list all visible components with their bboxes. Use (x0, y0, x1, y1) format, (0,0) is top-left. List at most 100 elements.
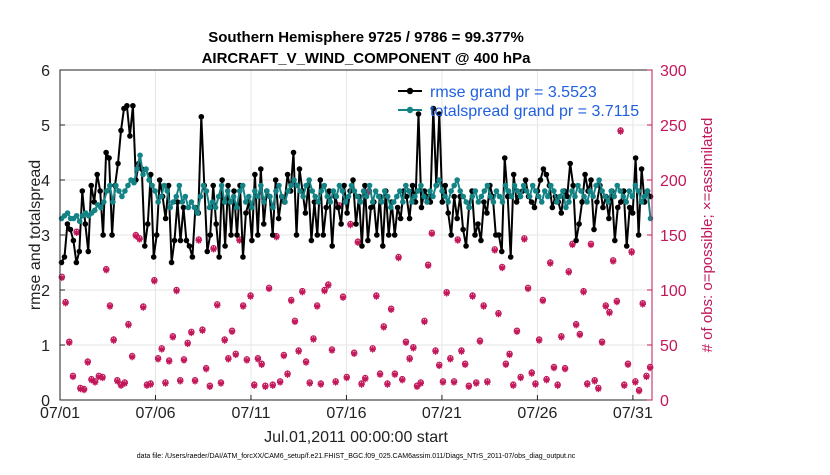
series-marker-totalspread (566, 199, 572, 205)
obs-assimilated-marker (635, 388, 643, 395)
series-marker-totalspread (64, 210, 71, 216)
obs-assimilated-marker (395, 254, 402, 262)
series-marker-rmse (498, 248, 505, 255)
series-marker-totalspread (623, 199, 630, 205)
series-marker-rmse (124, 102, 130, 109)
obs-assimilated-marker (225, 356, 232, 363)
obs-assimilated-marker (306, 380, 313, 387)
series-marker-rmse (79, 188, 86, 194)
y-tick-label: 0 (41, 393, 50, 410)
series-marker-totalspread (363, 193, 370, 200)
obs-assimilated-marker (450, 379, 458, 386)
obs-assimilated-marker (258, 361, 265, 368)
obs-assimilated-marker (280, 352, 288, 360)
series-marker-rmse (115, 160, 121, 167)
series-marker-rmse (612, 237, 618, 244)
series-marker-rmse (177, 237, 184, 244)
x-tick-label: 07/01 (40, 405, 80, 422)
obs-assimilated-marker (265, 285, 273, 293)
series-marker-totalspread (635, 188, 642, 194)
obs-assimilated-marker (291, 318, 299, 326)
obs-assimilated-marker (524, 285, 532, 293)
series-marker-totalspread (384, 193, 391, 200)
series-marker-rmse (344, 210, 350, 216)
series-marker-rmse (549, 204, 556, 211)
series-marker-rmse (442, 182, 449, 189)
series-marker-rmse (97, 188, 103, 194)
obs-assimilated-marker (591, 378, 598, 385)
series-marker-rmse (588, 177, 594, 183)
obs-assimilated-marker (602, 303, 609, 310)
series-marker-totalspread (227, 199, 234, 205)
series-marker-rmse (103, 149, 109, 156)
series-marker-totalspread (526, 193, 533, 200)
series-marker-rmse (418, 204, 425, 211)
series-marker-totalspread (170, 199, 177, 205)
series-marker-totalspread (469, 193, 476, 200)
obs-assimilated-marker (606, 309, 613, 317)
obs-assimilated-marker (569, 241, 576, 249)
series-marker-rmse (260, 221, 267, 227)
obs-assimilated-marker (465, 383, 473, 390)
obs-assimilated-marker (217, 380, 225, 387)
series-marker-totalspread (206, 204, 213, 211)
series-marker-totalspread (608, 188, 615, 194)
series-marker-rmse (67, 226, 74, 233)
series-marker-rmse (88, 182, 95, 189)
series-marker-rmse (454, 215, 460, 222)
series-marker-totalspread (300, 193, 306, 200)
series-marker-totalspread (294, 182, 300, 189)
series-marker-rmse (570, 182, 576, 189)
series-marker-totalspread (584, 199, 590, 205)
obs-assimilated-marker (302, 359, 310, 366)
y2-tick-label: 50 (660, 338, 678, 355)
obs-assimilated-marker (584, 381, 591, 388)
series-marker-rmse (397, 215, 404, 222)
series-marker-totalspread (575, 182, 581, 189)
series-marker-totalspread (436, 177, 442, 183)
series-marker-rmse (127, 133, 133, 139)
obs-assimilated-marker (325, 282, 332, 289)
series-marker-rmse (558, 210, 565, 216)
series-marker-totalspread (321, 182, 328, 189)
obs-assimilated-marker (295, 348, 302, 355)
series-marker-totalspread (73, 212, 80, 219)
obs-assimilated-marker (121, 380, 128, 387)
series-marker-rmse (171, 237, 178, 244)
series-marker-rmse (231, 188, 237, 194)
obs-assimilated-marker (110, 337, 117, 344)
series-marker-totalspread (611, 193, 618, 200)
series-marker-totalspread (599, 188, 605, 194)
series-marker-rmse (82, 221, 89, 227)
obs-assimilated-marker (521, 236, 528, 243)
series-marker-totalspread (116, 188, 122, 194)
series-marker-rmse (284, 171, 291, 178)
series-marker-totalspread (390, 199, 397, 205)
series-marker-rmse (252, 171, 258, 178)
series-marker-totalspread (602, 193, 608, 200)
series-marker-totalspread (173, 193, 180, 200)
series-marker-totalspread (578, 188, 584, 194)
series-marker-totalspread (188, 199, 195, 205)
series-marker-totalspread (360, 188, 367, 194)
series-marker-totalspread (457, 188, 464, 194)
obs-assimilated-marker (269, 382, 276, 389)
series-marker-rmse (594, 199, 600, 205)
obs-assimilated-marker (232, 351, 239, 359)
series-marker-totalspread (97, 204, 104, 211)
series-marker-rmse (368, 204, 374, 211)
series-marker-totalspread (412, 193, 418, 200)
series-marker-totalspread (176, 182, 183, 189)
obs-assimilated-marker (236, 237, 243, 244)
series-marker-rmse (579, 199, 585, 205)
series-marker-totalspread (330, 188, 337, 194)
obs-assimilated-marker (535, 337, 543, 344)
series-marker-rmse (296, 166, 303, 172)
series-marker-totalspread (279, 193, 285, 200)
series-marker-rmse (439, 199, 446, 205)
series-marker-rmse (255, 232, 261, 238)
series-marker-totalspread (520, 182, 527, 189)
series-marker-rmse (576, 221, 582, 227)
series-marker-totalspread (288, 182, 294, 189)
